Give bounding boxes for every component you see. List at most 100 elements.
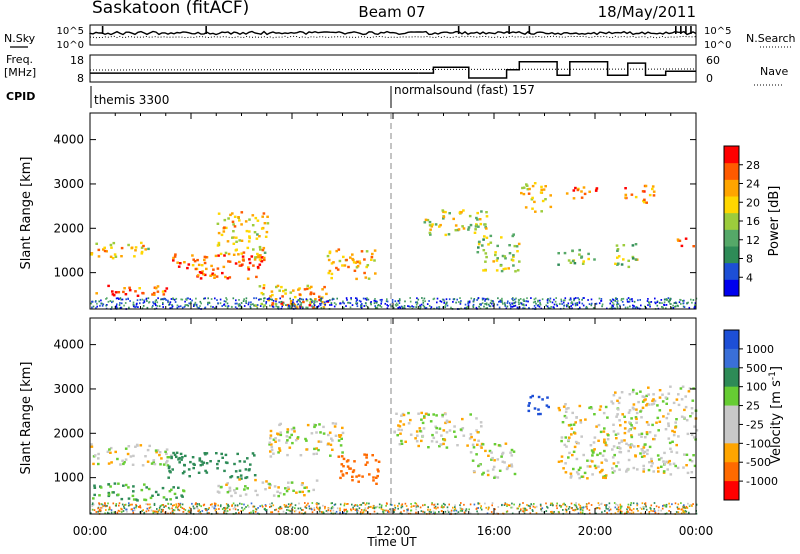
velocity-cell xyxy=(653,437,656,441)
velocity-noise-cell xyxy=(336,507,339,510)
power-noise-cell xyxy=(649,304,651,306)
velocity-noise-cell xyxy=(546,506,549,509)
velocity-noise-cell xyxy=(371,507,374,509)
power-noise-cell xyxy=(360,300,362,303)
power-noise-cell xyxy=(311,300,314,302)
velocity-noise-cell xyxy=(461,508,463,510)
power-noise-cell xyxy=(622,304,625,306)
velocity-cell xyxy=(168,490,172,493)
velocity-cell xyxy=(635,408,638,411)
velocity-noise-cell xyxy=(685,505,688,508)
velocity-noise-cell xyxy=(211,503,213,505)
power-noise-cell xyxy=(647,301,650,304)
velocity-cell xyxy=(198,459,202,462)
power-noise-cell xyxy=(489,302,492,304)
power-cell xyxy=(255,237,259,240)
velocity-cell xyxy=(482,471,485,475)
power-cell xyxy=(454,224,458,227)
power-noise-cell xyxy=(115,305,118,307)
velocity-noise-cell xyxy=(431,503,433,506)
velocity-cell xyxy=(304,437,307,441)
velocity-cell xyxy=(175,455,178,459)
velocity-noise-cell xyxy=(193,507,195,510)
velocity-cell xyxy=(276,490,279,493)
velocity-noise-cell xyxy=(648,511,651,513)
velocity-noise-cell xyxy=(387,509,389,512)
velocity-noise-cell xyxy=(300,509,303,511)
power-noise-cell xyxy=(258,298,260,301)
velocity-cell xyxy=(398,443,402,446)
power-noise-cell xyxy=(553,303,556,306)
velocity-cell xyxy=(601,454,605,457)
velocity-cell xyxy=(175,451,179,454)
velocity-noise-cell xyxy=(457,511,460,513)
velocity-cell xyxy=(305,486,308,489)
power-noise-cell xyxy=(590,304,593,307)
velocity-cell xyxy=(400,414,403,417)
velocity-cell xyxy=(238,460,242,463)
power-colorbar-tick-label: 28 xyxy=(746,159,760,172)
velocity-cell xyxy=(148,444,151,448)
power-noise-cell xyxy=(184,300,186,303)
power-cell xyxy=(476,211,479,215)
power-noise-cell xyxy=(687,301,689,304)
velocity-cell xyxy=(640,448,644,451)
velocity-cell xyxy=(646,449,649,452)
power-noise-cell xyxy=(187,304,190,307)
velocity-cell xyxy=(589,459,593,462)
velocity-cell xyxy=(351,479,354,482)
power-cell xyxy=(492,260,495,263)
velocity-noise-cell xyxy=(410,503,412,505)
velocity-cell xyxy=(225,483,228,486)
velocity-cell xyxy=(645,432,649,436)
velocity-cell xyxy=(616,432,620,435)
power-cell xyxy=(314,298,317,301)
power-noise-cell xyxy=(323,301,326,304)
power-noise-cell xyxy=(135,305,138,308)
counts-axis-left-top: 10^5 xyxy=(57,26,84,37)
power-noise-cell xyxy=(611,304,613,307)
velocity-cell xyxy=(204,469,207,473)
velocity-noise-cell xyxy=(135,505,138,507)
velocity-cell xyxy=(282,493,286,496)
velocity-cell xyxy=(131,494,135,498)
power-cell xyxy=(531,207,534,210)
power-cell xyxy=(351,253,354,256)
velocity-cell xyxy=(438,445,441,448)
power-cell xyxy=(95,292,98,295)
power-colorbar-label: Power [dB] xyxy=(767,186,782,257)
power-noise-cell xyxy=(661,306,663,308)
velocity-noise-cell xyxy=(124,504,126,506)
power-cell xyxy=(542,188,546,191)
velocity-noise-cell xyxy=(608,502,611,505)
power-noise-cell xyxy=(234,306,237,308)
velocity-noise-cell xyxy=(632,502,635,505)
velocity-noise-cell xyxy=(407,509,409,512)
power-noise-cell xyxy=(219,298,222,301)
power-noise-cell xyxy=(384,302,387,305)
power-cell xyxy=(264,235,268,238)
velocity-noise-cell xyxy=(410,509,412,512)
velocity-noise-cell xyxy=(156,508,158,510)
velocity-colorbar-tick-label: 25 xyxy=(746,400,760,413)
velocity-cell xyxy=(90,445,94,448)
velocity-noise-cell xyxy=(248,512,251,514)
velocity-noise-cell xyxy=(247,504,249,507)
power-noise-cell xyxy=(423,297,426,300)
velocity-noise-cell xyxy=(524,509,526,512)
power-noise-cell xyxy=(292,301,294,304)
velocity-noise-cell xyxy=(252,505,255,508)
date-title: 18/May/2011 xyxy=(598,3,696,21)
velocity-cell xyxy=(635,392,639,395)
power-cell xyxy=(176,261,179,264)
power-noise-cell xyxy=(598,302,601,305)
velocity-cell xyxy=(683,408,686,412)
velocity-cell xyxy=(177,458,180,461)
velocity-noise-cell xyxy=(564,503,566,506)
power-cell xyxy=(624,193,628,197)
power-noise-cell xyxy=(566,305,568,308)
power-noise-cell xyxy=(376,304,379,307)
velocity-noise-cell xyxy=(220,504,222,507)
power-noise-cell xyxy=(418,305,421,308)
velocity-noise-cell xyxy=(359,511,362,513)
